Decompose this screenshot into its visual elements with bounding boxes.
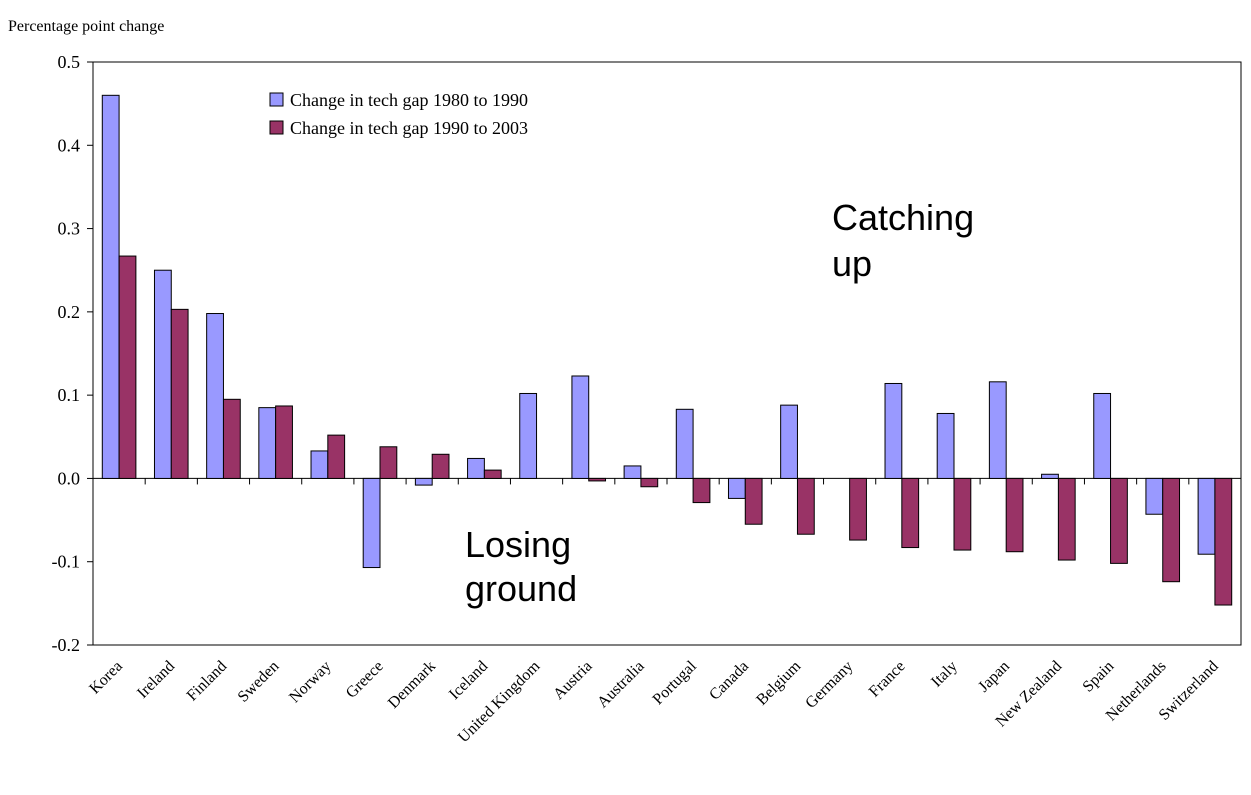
bar-series-1 xyxy=(467,457,485,479)
x-tick-label: Belgium xyxy=(753,657,804,708)
y-tick-label: 0.4 xyxy=(58,135,81,155)
y-tick-label: -0.2 xyxy=(52,635,81,655)
bar-series-2 xyxy=(953,477,972,551)
bar-series-2 xyxy=(1214,477,1233,606)
bar-series-1 xyxy=(362,477,381,569)
bar-series-1 xyxy=(310,450,329,479)
x-tick-label: Italy xyxy=(928,658,961,691)
bar-series-1 xyxy=(1197,477,1216,555)
bar-series-1 xyxy=(414,477,433,486)
x-tick-label: Australia xyxy=(594,658,647,711)
bar-series-2 xyxy=(222,398,241,479)
x-tick-label: Norway xyxy=(286,658,334,706)
annotations: Catching up Losing ground xyxy=(465,197,974,609)
bar-series-1 xyxy=(780,404,798,479)
x-tick-label: Sweden xyxy=(235,658,283,706)
annotation-losing-ground-line1: Losing xyxy=(465,524,571,565)
bars xyxy=(101,94,1233,606)
bar-series-2 xyxy=(588,477,607,482)
bar-series-1 xyxy=(936,412,955,479)
x-tick-label: Spain xyxy=(1080,658,1118,696)
bar-series-1 xyxy=(258,407,277,479)
y-tick-label: 0.5 xyxy=(58,52,81,72)
bar-series-1 xyxy=(884,382,903,479)
bar-series-2 xyxy=(849,477,867,541)
legend-swatch-series-2 xyxy=(269,120,284,135)
x-tick-label: Korea xyxy=(86,658,126,698)
bar-series-1 xyxy=(101,94,120,479)
bar-series-2 xyxy=(744,477,763,525)
x-tick-label: Austria xyxy=(550,658,595,703)
annotation-catching-up-line2: up xyxy=(832,243,872,284)
x-tick-label: Iceland xyxy=(446,658,491,703)
x-tick-label: Denmark xyxy=(385,658,439,712)
y-axis-label: Percentage point change xyxy=(8,18,164,35)
bar-series-1 xyxy=(988,381,1007,479)
x-tick-label: Ireland xyxy=(134,658,178,702)
bar-series-2 xyxy=(796,477,815,535)
x-tick-label: Japan xyxy=(975,658,1013,696)
bar-series-2 xyxy=(431,453,450,479)
y-tick-label: 0.2 xyxy=(58,302,81,322)
legend-swatch-series-1 xyxy=(269,92,284,107)
x-tick-labels: Korea Ireland Finland Sweden Norway GreeceDen… xyxy=(86,657,1221,746)
bar-series-1 xyxy=(1093,392,1112,479)
legend: Change in tech gap 1980 to 1990 Change i… xyxy=(269,90,528,138)
bar-series-1 xyxy=(153,269,172,479)
x-tick-label: Finland xyxy=(184,658,231,705)
bar-series-2 xyxy=(1005,477,1024,553)
bar-series-2 xyxy=(901,477,920,549)
y-tick-label: -0.1 xyxy=(52,552,81,572)
legend-label-series-2: Change in tech gap 1990 to 2003 xyxy=(290,118,528,138)
x-tick-label: Germany xyxy=(802,658,856,712)
y-tick-label: 0.0 xyxy=(58,468,81,488)
bar-series-1 xyxy=(675,408,694,479)
annotation-catching-up-line1: Catching xyxy=(832,197,974,238)
legend-label-series-1: Change in tech gap 1980 to 1990 xyxy=(290,90,528,110)
plot-frame xyxy=(92,61,1242,646)
bar-series-2 xyxy=(1057,477,1076,561)
y-tick-label: 0.3 xyxy=(58,219,81,239)
bar-series-1 xyxy=(727,477,746,499)
bar-series-1 xyxy=(1145,477,1164,515)
bar-series-2 xyxy=(1110,477,1128,564)
bar-series-1 xyxy=(206,313,224,479)
bar-series-1 xyxy=(1041,473,1059,479)
bar-series-1 xyxy=(519,392,538,479)
x-tick-label: France xyxy=(866,658,909,701)
bar-series-1 xyxy=(571,375,590,479)
bar-series-2 xyxy=(118,255,137,479)
x-tick-label: Canada xyxy=(706,658,752,704)
bar-series-2 xyxy=(483,469,502,479)
bar-series-2 xyxy=(327,434,346,479)
x-tick-label: Greece xyxy=(343,658,387,702)
bar-series-2 xyxy=(170,308,189,479)
bar-series-1 xyxy=(623,465,642,479)
y-tick-label: 0.1 xyxy=(58,385,81,405)
annotation-losing-ground-line2: ground xyxy=(465,568,577,609)
x-tick-label: Portugal xyxy=(650,657,701,708)
bar-series-2 xyxy=(1162,477,1181,583)
y-axis: -0.2 -0.1 0.0 0.1 0.2 0.3 0.4 0.5 xyxy=(52,52,1242,655)
bar-series-2 xyxy=(640,477,659,488)
bar-series-2 xyxy=(692,477,711,504)
bar-series-2 xyxy=(275,405,293,479)
bar-series-2 xyxy=(379,446,398,479)
